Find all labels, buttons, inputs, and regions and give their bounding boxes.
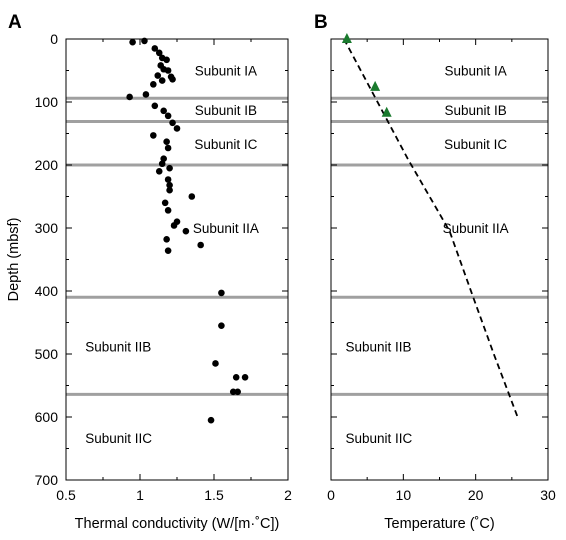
- conductivity-point: [166, 186, 173, 194]
- subunit-label: Subunit IB: [195, 103, 257, 118]
- conductivity-point: [218, 289, 225, 297]
- temperature-gradient-line: [343, 38, 519, 418]
- conductivity-point: [163, 138, 170, 145]
- y-tick-label: 0: [50, 31, 58, 47]
- subunit-label: Subunit IIA: [443, 221, 509, 236]
- y-tick-label: 400: [35, 283, 59, 299]
- conductivity-point: [150, 81, 157, 88]
- conductivity-point: [169, 76, 176, 83]
- conductivity-point: [163, 236, 170, 243]
- conductivity-point: [151, 102, 159, 110]
- subunit-label: Subunit IIC: [85, 431, 152, 446]
- conductivity-point: [154, 72, 162, 79]
- conductivity-point: [232, 374, 240, 381]
- conductivity-point: [164, 144, 172, 152]
- x-tick-label: 30: [540, 487, 556, 503]
- subunit-label: Subunit IIB: [345, 339, 411, 354]
- conductivity-point: [126, 93, 133, 101]
- y-axis-title: Depth (mbsf): [6, 218, 22, 302]
- temperature-point: [341, 33, 352, 43]
- x-tick-label: 2: [284, 487, 292, 503]
- conductivity-point: [188, 193, 196, 200]
- panel-letter: B: [314, 12, 328, 33]
- subunit-label: Subunit IA: [195, 64, 257, 79]
- x-axis-title: Temperature (˚C): [384, 516, 494, 532]
- conductivity-point: [234, 388, 241, 396]
- conductivity-point: [161, 199, 169, 207]
- y-tick-label: 200: [35, 157, 59, 173]
- conductivity-point: [155, 168, 163, 175]
- y-tick-label: 100: [35, 94, 59, 110]
- conductivity-point: [218, 322, 225, 329]
- conductivity-point: [212, 360, 219, 367]
- conductivity-point: [197, 241, 204, 249]
- conductivity-point: [241, 374, 249, 381]
- temperature-point: [370, 80, 381, 91]
- x-tick-label: 0.5: [56, 487, 76, 503]
- x-tick-label: 10: [396, 487, 412, 503]
- conductivity-point: [129, 38, 136, 46]
- conductivity-point: [160, 107, 167, 115]
- conductivity-point: [158, 160, 166, 168]
- conductivity-point: [170, 222, 178, 229]
- conductivity-point: [164, 67, 172, 74]
- subunit-label: Subunit IC: [194, 137, 257, 152]
- y-tick-label: 500: [35, 346, 59, 362]
- conductivity-point: [207, 416, 215, 424]
- x-tick-label: 0: [327, 487, 335, 503]
- conductivity-point: [164, 207, 172, 214]
- subunit-label: Subunit IA: [445, 64, 507, 79]
- x-axis-title: Thermal conductivity (W/[m·˚C]): [75, 516, 280, 532]
- conductivity-point: [155, 49, 163, 57]
- conductivity-point: [141, 37, 148, 45]
- panel-a: A 0.5 1 1.5 2 0 100 200 300 400 500 600 700 Thermal c…: [6, 12, 292, 532]
- conductivity-point: [166, 181, 173, 189]
- subunit-label: Subunit IC: [444, 137, 507, 152]
- x-tick-label: 1: [136, 487, 144, 503]
- conductivity-point: [173, 125, 181, 132]
- y-tick-label: 300: [35, 220, 59, 236]
- y-tick-label: 700: [35, 472, 59, 488]
- conductivity-point: [164, 112, 172, 120]
- panel-letter: A: [8, 12, 22, 33]
- conductivity-point: [166, 164, 173, 172]
- conductivity-point: [163, 56, 170, 64]
- temperature-point: [381, 106, 392, 117]
- y-tick-label: 600: [35, 409, 59, 425]
- conductivity-point: [182, 227, 190, 235]
- conductivity-point: [164, 176, 172, 183]
- conductivity-point: [169, 119, 176, 127]
- subunit-label: Subunit IB: [445, 103, 507, 118]
- subunit-label: Subunit IIA: [193, 221, 259, 236]
- x-tick-label: 20: [468, 487, 484, 503]
- x-tick-label: 1.5: [204, 487, 224, 503]
- subunit-label: Subunit IIB: [85, 339, 151, 354]
- panel-b: B 0 10 20 30 Temperature (˚C) Subunit IA Subuni…: [314, 12, 556, 532]
- conductivity-point: [164, 247, 172, 254]
- conductivity-point: [160, 155, 167, 162]
- conductivity-point: [151, 45, 159, 52]
- subunit-label: Subunit IIC: [345, 431, 412, 446]
- conductivity-point: [150, 132, 157, 139]
- conductivity-point: [158, 77, 166, 84]
- conductivity-point: [142, 91, 150, 98]
